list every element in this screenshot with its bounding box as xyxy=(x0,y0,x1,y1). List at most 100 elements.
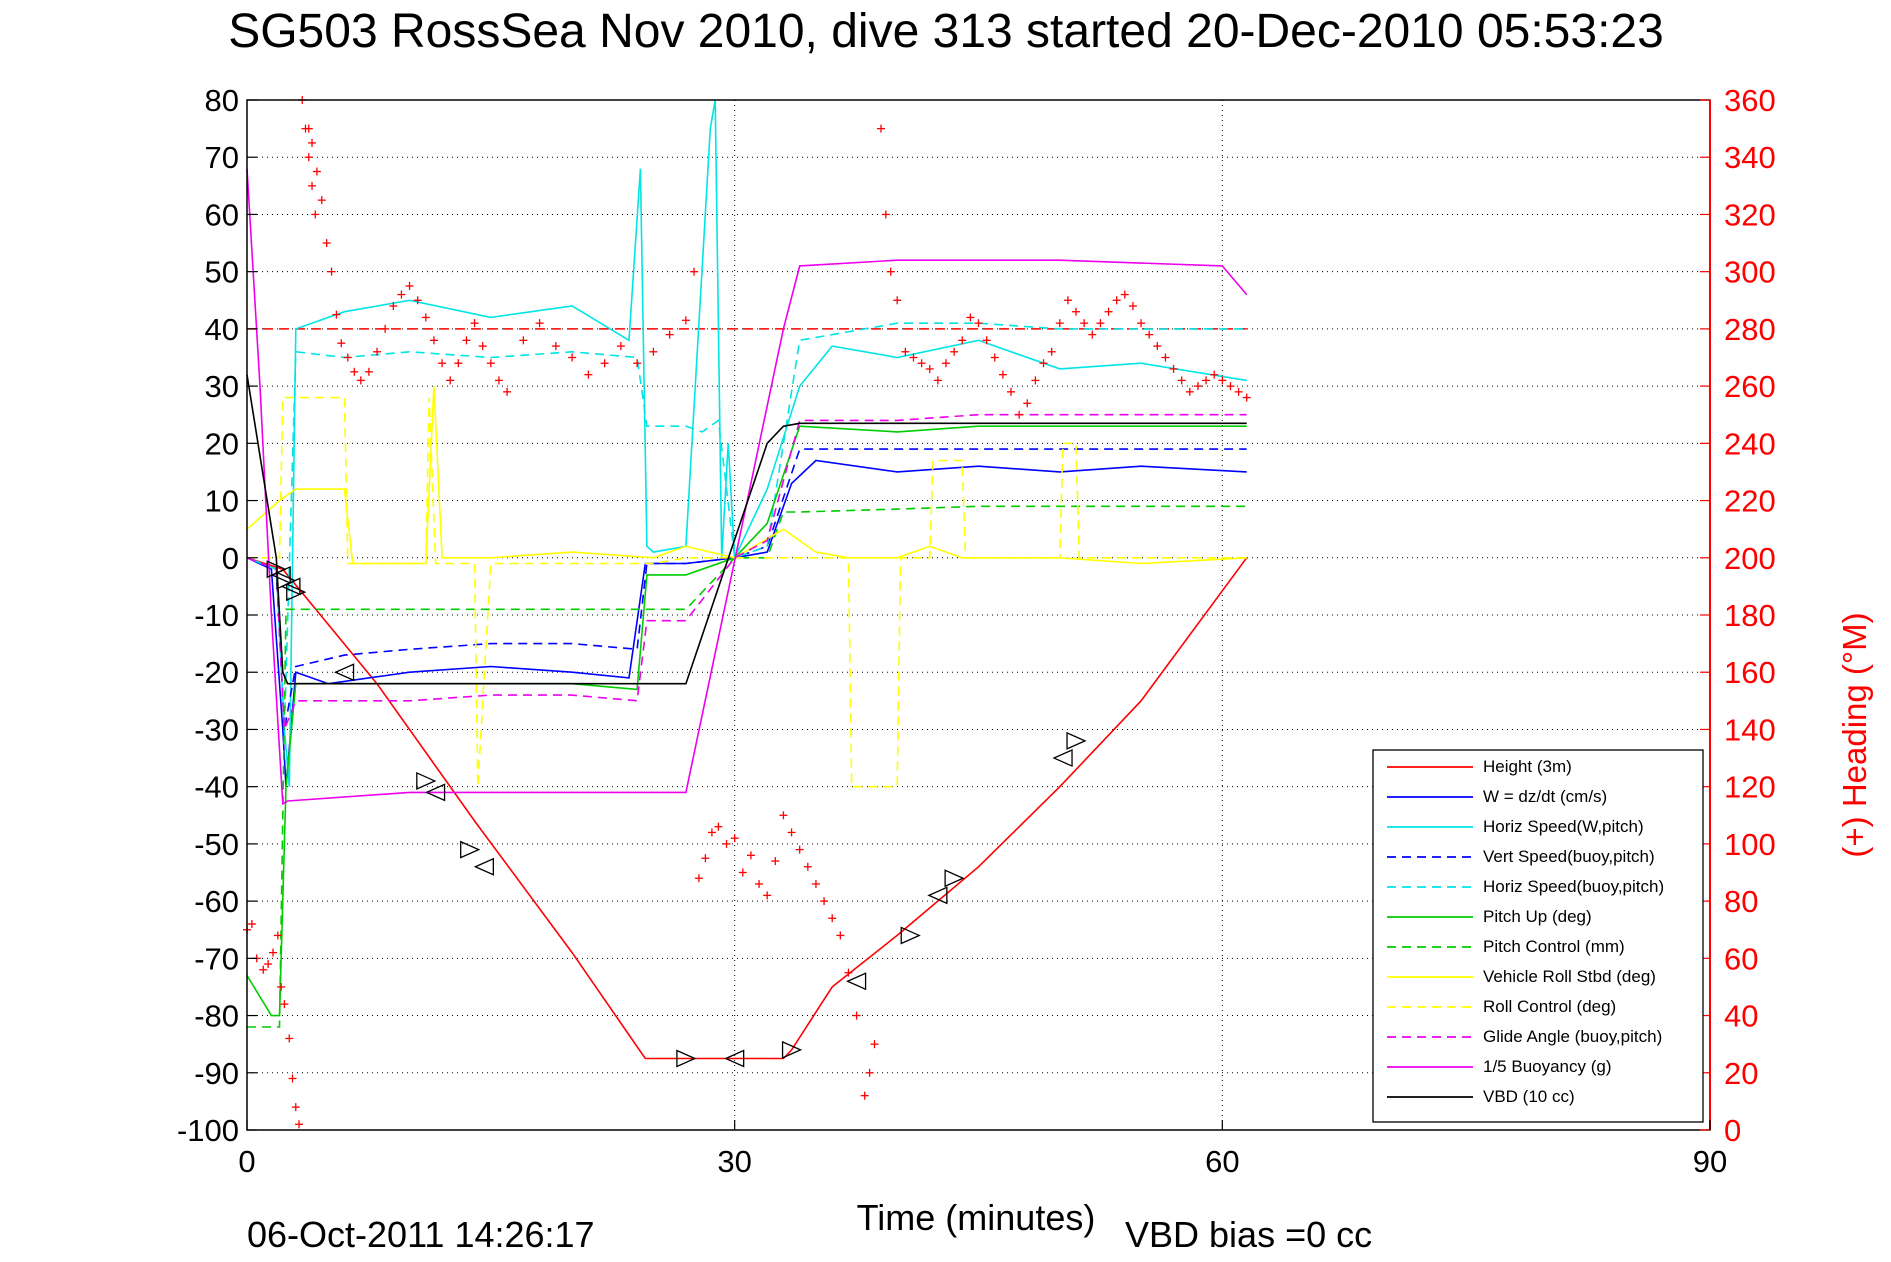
heading-point xyxy=(881,210,890,219)
right-tick-label: 200 xyxy=(1724,541,1776,576)
heading-point xyxy=(990,353,999,362)
heading-point xyxy=(738,868,747,877)
left-tick-label: 0 xyxy=(222,541,239,576)
left-tick-label: -60 xyxy=(194,884,239,919)
heading-point xyxy=(950,347,959,356)
heading-point xyxy=(356,376,365,385)
heading-point xyxy=(616,342,625,351)
left-tick-label: -100 xyxy=(177,1113,239,1148)
series-line xyxy=(246,374,1247,685)
left-tick-label: 30 xyxy=(205,369,239,404)
left-tick-label: 80 xyxy=(205,83,239,118)
legend-label: Pitch Up (deg) xyxy=(1483,907,1592,926)
x-tick-label: 90 xyxy=(1693,1144,1727,1179)
series-line xyxy=(246,168,1248,806)
triangle-markers xyxy=(266,560,1087,1068)
heading-point xyxy=(413,296,422,305)
heading-point xyxy=(1202,376,1211,385)
right-tick-label: 300 xyxy=(1724,255,1776,290)
right-tick-label: 180 xyxy=(1724,598,1776,633)
series-layer xyxy=(246,99,1248,1060)
right-tick-label: 40 xyxy=(1724,999,1758,1034)
heading-point xyxy=(787,828,796,837)
triangle-marker xyxy=(900,926,921,945)
right-tick-label: 80 xyxy=(1724,884,1758,919)
triangle-marker xyxy=(333,663,355,682)
heading-point xyxy=(828,914,837,923)
triangle-marker xyxy=(424,783,446,802)
heading-point xyxy=(958,336,967,345)
heading-point xyxy=(247,920,256,928)
footer-date: 06-Oct-2011 14:26:17 xyxy=(247,1214,595,1255)
triangle-marker xyxy=(1052,749,1073,768)
triangle-marker xyxy=(676,1049,697,1068)
heading-point xyxy=(1055,319,1064,328)
heading-point xyxy=(852,1011,861,1020)
heading-point xyxy=(337,339,346,348)
triangle-marker xyxy=(927,886,948,905)
triangle-marker xyxy=(1066,731,1087,750)
heading-point xyxy=(438,359,447,368)
heading-point xyxy=(844,968,853,977)
right-tick-label: 260 xyxy=(1724,369,1776,404)
heading-point xyxy=(1015,410,1024,419)
right-axis-ticks: 3603403203002802602402202001801601401201… xyxy=(1700,83,1776,1148)
left-tick-label: 60 xyxy=(205,197,239,232)
heading-point xyxy=(1234,387,1243,396)
heading-point xyxy=(1023,399,1032,408)
heading-point xyxy=(454,359,463,368)
heading-point xyxy=(707,828,716,837)
heading-point xyxy=(295,1120,304,1129)
heading-point xyxy=(836,931,845,940)
heading-point xyxy=(701,854,710,863)
heading-point xyxy=(933,376,942,385)
heading-point xyxy=(350,367,359,376)
heading-point xyxy=(1031,376,1040,385)
heading-point xyxy=(1104,307,1113,316)
heading-scatter xyxy=(243,96,1251,1129)
heading-point xyxy=(870,1040,879,1049)
right-tick-label: 280 xyxy=(1724,312,1776,347)
heading-point xyxy=(1128,302,1137,310)
heading-point xyxy=(909,353,918,362)
heading-point xyxy=(308,181,317,190)
heading-point xyxy=(1120,290,1129,299)
right-tick-label: 240 xyxy=(1724,426,1776,461)
heading-point xyxy=(633,359,642,368)
heading-point xyxy=(535,319,544,328)
heading-point xyxy=(478,342,487,351)
heading-point xyxy=(820,897,829,906)
triangle-marker xyxy=(280,577,301,596)
legend-label: VBD (10 cc) xyxy=(1483,1087,1575,1106)
legend-label: Pitch Control (mm) xyxy=(1483,937,1625,956)
heading-point xyxy=(982,336,991,345)
heading-point xyxy=(1161,353,1170,362)
heading-point xyxy=(470,319,479,328)
triangle-marker xyxy=(473,857,494,876)
left-tick-label: 70 xyxy=(205,140,239,175)
right-tick-label: 20 xyxy=(1724,1056,1758,1091)
heading-point xyxy=(322,239,331,248)
heading-point xyxy=(503,387,512,396)
series-line xyxy=(246,448,1247,730)
legend-label: Vert Speed(buoy,pitch) xyxy=(1483,847,1655,866)
grid xyxy=(247,100,1710,1130)
x-axis-label: Time (minutes) xyxy=(857,1197,1096,1238)
heading-point xyxy=(568,353,577,362)
heading-point xyxy=(397,290,406,299)
heading-point xyxy=(755,879,764,888)
heading-point xyxy=(941,359,950,368)
heading-point xyxy=(1063,296,1072,305)
heading-point xyxy=(1145,330,1154,339)
heading-point xyxy=(446,376,455,385)
left-tick-label: -70 xyxy=(194,941,239,976)
right-tick-label: 100 xyxy=(1724,827,1776,862)
heading-point xyxy=(1088,330,1097,339)
series-line xyxy=(246,413,1247,730)
right-axis-label: (+) Heading (°M) xyxy=(1836,612,1873,857)
heading-point xyxy=(681,316,690,325)
heading-point xyxy=(389,302,398,310)
heading-point xyxy=(462,336,471,345)
triangle-marker xyxy=(286,583,307,602)
heading-point xyxy=(746,851,755,860)
